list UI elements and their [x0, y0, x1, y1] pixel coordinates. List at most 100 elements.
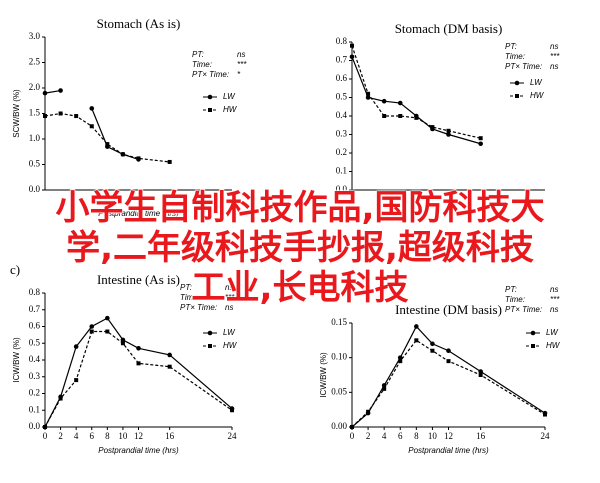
marker: [430, 125, 435, 130]
x-tick-label: 6: [398, 431, 403, 441]
stat-label: Time:: [505, 295, 525, 304]
x-axis-label: Postprandial time (hrs): [408, 446, 489, 455]
y-tick-label: 0.5: [29, 337, 41, 347]
y-tick-label: 0.0: [29, 184, 41, 194]
marker: [167, 352, 172, 358]
y-tick-label: 0.0: [336, 184, 348, 194]
marker: [136, 361, 141, 366]
marker: [366, 409, 371, 414]
y-tick-label: 0.2: [336, 147, 347, 157]
y-tick-label: 0.00: [331, 421, 347, 431]
marker: [120, 341, 125, 346]
stat-value: ns: [550, 62, 558, 71]
x-tick-label: 12: [134, 431, 143, 441]
marker: [167, 159, 172, 164]
y-tick-label: 0.0: [29, 421, 41, 431]
marker: [89, 106, 95, 111]
x-tick-label: 2: [58, 431, 63, 441]
marker: [430, 341, 435, 347]
marker: [478, 136, 483, 141]
stat-value: ns: [225, 283, 233, 292]
x-tick-label: 24: [228, 431, 238, 441]
y-tick-label: 0.5: [336, 92, 348, 102]
x-tick-label: 8: [414, 431, 419, 441]
marker: [136, 345, 141, 351]
series-line: [351, 56, 481, 145]
stat-value: ns: [225, 303, 233, 312]
stat-value: ***: [550, 295, 560, 304]
marker: [43, 114, 47, 119]
marker: [398, 114, 403, 118]
chart-title: Stomach (As is): [97, 16, 181, 31]
marker: [136, 156, 141, 161]
stat-value: ns: [550, 305, 558, 314]
x-tick-label: 4: [382, 431, 387, 441]
legend-label: HW: [530, 91, 545, 100]
x-tick-label: 10: [118, 431, 128, 441]
y-tick-label: 2.0: [29, 82, 41, 92]
x-tick-label: 16: [476, 431, 486, 441]
marker: [350, 425, 354, 429]
stat-label: PT× Time:: [192, 70, 229, 79]
marker: [446, 348, 451, 354]
series-line: [351, 45, 481, 139]
marker: [382, 114, 387, 118]
series-line: [351, 339, 546, 428]
stat-value: ***: [550, 52, 560, 61]
legend-label: HW: [223, 105, 238, 114]
x-tick-label: 8: [105, 431, 110, 441]
marker: [382, 386, 387, 391]
y-tick-label: 0.15: [331, 317, 347, 327]
marker: [42, 90, 48, 96]
marker: [74, 114, 79, 119]
x-tick-label: 12: [444, 431, 453, 441]
overlay-text: 小学生自制科技作品,国防科技大 学,二年级科技手抄报,超级科技 工业,长电科技: [0, 188, 600, 309]
marker: [58, 396, 63, 401]
y-tick-label: 0.3: [336, 129, 348, 139]
y-tick-label: 0.05: [331, 386, 347, 396]
stat-value: *: [237, 70, 241, 79]
x-tick-label: 0: [43, 431, 48, 441]
chart-title: Intestine (DM basis): [395, 302, 502, 317]
series-line: [44, 112, 170, 163]
legend-label: HW: [546, 341, 561, 350]
stat-value: ***: [225, 293, 235, 302]
marker: [446, 128, 451, 133]
marker: [543, 412, 547, 417]
marker: [478, 373, 483, 377]
legend-label: LW: [546, 328, 559, 337]
marker: [230, 408, 234, 413]
stat-label: PT:: [505, 42, 517, 51]
marker: [105, 142, 110, 147]
y-axis-label: SCW/BW (%): [12, 89, 21, 138]
marker: [478, 369, 483, 374]
y-tick-label: 0.6: [29, 321, 41, 331]
x-tick-label: 0: [350, 431, 355, 441]
y-tick-label: 0.10: [331, 352, 347, 362]
panel-label: c): [10, 262, 20, 277]
overlay-line: 学,二年级科技手抄报,超级科技: [66, 228, 535, 269]
y-tick-label: 0.2: [29, 388, 40, 398]
chart-title: Intestine (As is): [97, 272, 180, 287]
marker: [398, 359, 403, 364]
marker: [58, 88, 63, 93]
stat-label: PT× Time:: [505, 62, 542, 71]
marker: [349, 54, 355, 60]
marker: [43, 425, 47, 429]
x-tick-label: 10: [428, 431, 438, 441]
marker: [89, 124, 94, 129]
legend-marker: [531, 344, 535, 348]
y-tick-label: 0.1: [29, 404, 40, 414]
marker: [74, 378, 79, 383]
stat-value: ns: [550, 285, 558, 294]
marker: [414, 115, 419, 120]
legend-marker: [514, 80, 520, 86]
series-line: [44, 317, 233, 428]
marker: [350, 43, 354, 48]
stat-label: PT:: [505, 285, 517, 294]
marker: [397, 355, 403, 360]
y-tick-label: 0.5: [29, 159, 41, 169]
stat-value: ns: [550, 42, 558, 51]
x-tick-label: 4: [74, 431, 79, 441]
